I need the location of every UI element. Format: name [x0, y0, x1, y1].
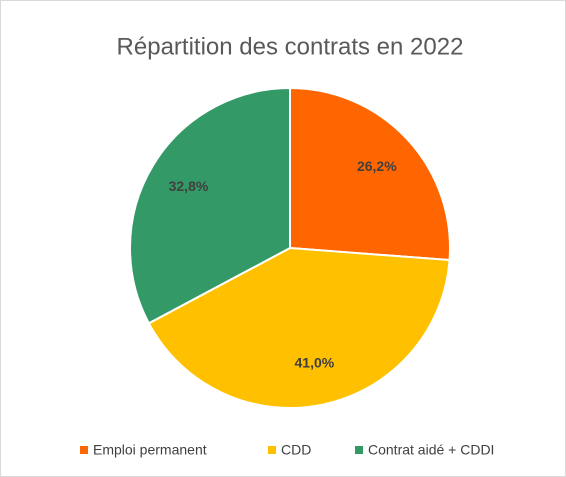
pie-slice — [129, 86, 291, 325]
legend-label: Contrat aidé + CDDI — [368, 442, 494, 458]
legend-swatch — [268, 446, 276, 454]
data-label: 41,0% — [295, 355, 335, 371]
legend-label: CDD — [281, 442, 311, 458]
legend-swatch — [80, 446, 88, 454]
pie-slice — [147, 246, 451, 409]
pie-slice — [289, 86, 451, 262]
data-label: 26,2% — [357, 158, 397, 174]
data-label: 32,8% — [169, 178, 209, 194]
chart-title: Répartition des contrats en 2022 — [117, 33, 464, 60]
legend-label: Emploi permanent — [93, 442, 207, 458]
legend-swatch — [355, 446, 363, 454]
